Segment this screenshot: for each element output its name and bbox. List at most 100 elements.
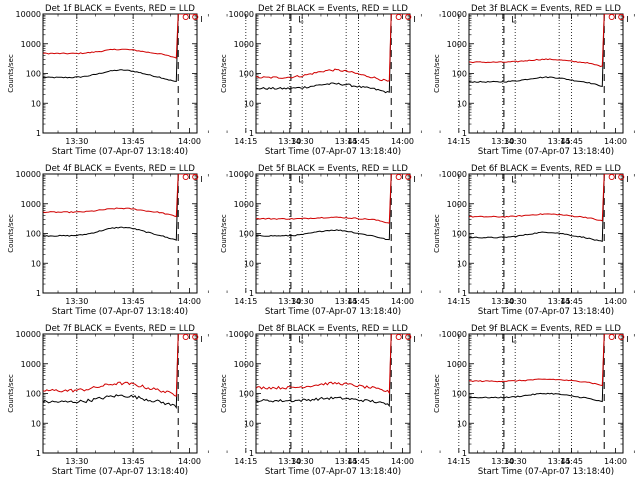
x-tick-label: 13:45 <box>335 137 358 146</box>
attenuator-marker <box>395 173 402 181</box>
panel-4: Det 4f BLACK = Events, RED = LLD 1 10 100 10… <box>7 164 378 317</box>
panel-1: Det 1f BLACK = Events, RED = LLD 1 10 100 10… <box>7 4 378 157</box>
x-tick-label: 14:15 <box>447 137 470 146</box>
attenuator-marker <box>405 173 412 181</box>
x-tick-label: 14:15 <box>447 297 470 306</box>
x-tick-label: 14:00 <box>178 137 201 146</box>
axis-box <box>42 333 198 454</box>
panel-title: Det 8f BLACK = Events, RED = LLD <box>258 324 408 334</box>
x-axis-title: Start Time (07-Apr-07 13:18:40) <box>265 467 401 477</box>
y-tick-label: 10 <box>31 259 41 268</box>
x-tick-label: 14:30 <box>291 137 314 146</box>
attenuator-marker <box>395 13 402 21</box>
x-tick-label: 14:45 <box>560 297 583 306</box>
y-tick-label: 10000 <box>442 10 467 19</box>
series-events-line <box>43 174 197 241</box>
x-tick-label: 14:45 <box>347 137 370 146</box>
y-tick-label: 10 <box>244 99 254 108</box>
axis-box <box>468 13 624 134</box>
x-tick-label: 14:45 <box>560 137 583 146</box>
y-tick-label: 10 <box>457 259 467 268</box>
x-tick-label: 14:45 <box>560 457 583 466</box>
y-tick-label: 1 <box>249 289 254 298</box>
x-tick-label: 14:15 <box>234 457 257 466</box>
attenuator-marker <box>182 13 189 21</box>
x-tick-label: 13:45 <box>122 297 145 306</box>
attenuator-marker <box>618 173 625 181</box>
x-axis-title: Start Time (07-Apr-07 13:18:40) <box>52 467 188 477</box>
panel-7: Det 7f BLACK = Events, RED = LLD 1 10 100 10… <box>7 324 378 477</box>
attenuator-marker <box>608 13 615 21</box>
x-tick-label: 13:30 <box>65 137 88 146</box>
attenuator-marker <box>618 333 625 341</box>
y-tick-label: 10 <box>31 99 41 108</box>
state-marker <box>512 176 517 183</box>
attenuator-marker <box>608 333 615 341</box>
y-tick-label: 100 <box>452 70 467 79</box>
axis-box <box>42 13 198 134</box>
x-tick-label: 14:15 <box>234 297 257 306</box>
axis-box <box>468 173 624 294</box>
y-tick-label: 1 <box>36 289 41 298</box>
x-tick-label: 13:45 <box>335 457 358 466</box>
series-lld-line <box>469 334 623 387</box>
attenuator-marker <box>192 173 199 181</box>
x-tick-label: 13:45 <box>122 457 145 466</box>
y-tick-label: 10 <box>244 259 254 268</box>
panel-9: Det 9f BLACK = Events, RED = LLD 1 10 100 10… <box>433 324 635 477</box>
y-axis-title: Counts/sec <box>7 54 15 93</box>
x-tick-label: 13:30 <box>65 457 88 466</box>
x-axis-title: Start Time (07-Apr-07 13:18:40) <box>478 307 614 317</box>
y-axis-title: Counts/sec <box>7 374 15 413</box>
attenuator-marker <box>395 333 402 341</box>
series-events-line <box>43 14 197 82</box>
panel-title: Det 7f BLACK = Events, RED = LLD <box>45 324 195 334</box>
x-axis-title: Start Time (07-Apr-07 13:18:40) <box>52 147 188 157</box>
y-axis-title: Counts/sec <box>433 374 441 413</box>
series-events-line <box>43 334 197 409</box>
x-tick-label: 14:00 <box>604 137 627 146</box>
panel-2: Det 2f BLACK = Events, RED = LLD 1 10 100 10… <box>220 4 591 157</box>
x-tick-label: 14:00 <box>604 297 627 306</box>
y-tick-label: 1000 <box>21 360 41 369</box>
series-events-line <box>256 334 410 408</box>
y-tick-label: 1 <box>36 129 41 138</box>
y-tick-label: 1000 <box>21 200 41 209</box>
state-marker <box>512 336 517 343</box>
y-tick-label: 1000 <box>234 200 254 209</box>
y-tick-label: 10000 <box>229 330 254 339</box>
series-lld-line <box>43 334 197 397</box>
y-tick-label: 100 <box>239 70 254 79</box>
y-tick-label: 10000 <box>442 170 467 179</box>
attenuator-marker <box>182 333 189 341</box>
y-tick-label: 1000 <box>21 40 41 49</box>
panel-title: Det 2f BLACK = Events, RED = LLD <box>258 4 408 14</box>
y-tick-label: 1000 <box>234 40 254 49</box>
panel-5: Det 5f BLACK = Events, RED = LLD 1 10 100 10… <box>220 164 591 317</box>
series-events-line <box>256 14 410 94</box>
x-tick-label: 14:15 <box>447 457 470 466</box>
x-tick-label: 14:00 <box>604 457 627 466</box>
y-tick-label: 10 <box>457 99 467 108</box>
x-axis-title: Start Time (07-Apr-07 13:18:40) <box>52 307 188 317</box>
x-tick-label: 14:30 <box>504 457 527 466</box>
series-events-line <box>256 174 410 241</box>
y-tick-label: 10000 <box>229 170 254 179</box>
x-axis-title: Start Time (07-Apr-07 13:18:40) <box>478 467 614 477</box>
panel-title: Det 4f BLACK = Events, RED = LLD <box>45 164 195 174</box>
series-events-line <box>469 174 623 242</box>
x-tick-label: 13:30 <box>278 457 301 466</box>
y-tick-label: 10 <box>244 419 254 428</box>
series-lld-line <box>469 14 623 68</box>
x-tick-label: 14:00 <box>391 457 414 466</box>
x-tick-label: 14:00 <box>178 457 201 466</box>
y-tick-label: 100 <box>239 390 254 399</box>
x-tick-label: 14:30 <box>291 297 314 306</box>
x-axis-title: Start Time (07-Apr-07 13:18:40) <box>478 147 614 157</box>
series-lld-line <box>256 334 410 395</box>
y-tick-label: 1 <box>462 289 467 298</box>
series-lld-line <box>43 14 197 59</box>
series-events-line <box>469 14 623 87</box>
y-axis-title: Counts/sec <box>220 374 228 413</box>
